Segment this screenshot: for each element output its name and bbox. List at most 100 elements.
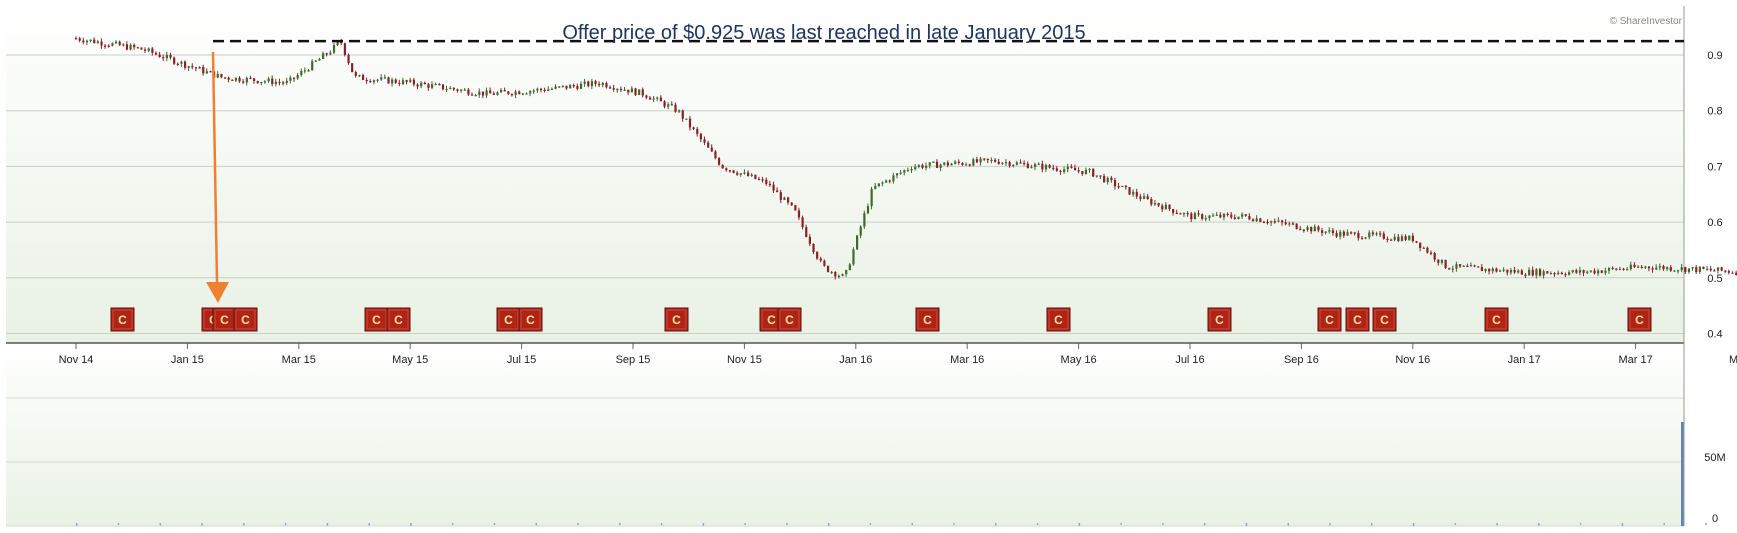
event-marker-c[interactable]: C bbox=[518, 307, 543, 332]
candle-body bbox=[1564, 274, 1567, 276]
event-marker-c[interactable]: C bbox=[364, 307, 389, 332]
candle-body bbox=[82, 40, 85, 43]
candle-body bbox=[136, 47, 139, 49]
candle-body bbox=[1662, 266, 1665, 270]
x-tick-label: Sep 15 bbox=[616, 354, 651, 366]
candle-body bbox=[289, 77, 292, 81]
candle-body bbox=[1393, 236, 1396, 240]
candle-body bbox=[438, 84, 441, 86]
event-marker-c[interactable]: C bbox=[777, 307, 802, 332]
candle-body bbox=[1335, 233, 1338, 237]
candle-body bbox=[122, 44, 125, 46]
candle-body bbox=[1132, 191, 1135, 195]
candle-body bbox=[1695, 267, 1698, 272]
candle-body bbox=[1212, 215, 1215, 217]
candle-body bbox=[1673, 270, 1676, 272]
candle-body bbox=[1459, 264, 1462, 267]
candle-body bbox=[823, 260, 826, 266]
candle-body bbox=[296, 75, 299, 79]
candle-body bbox=[954, 161, 957, 164]
event-marker-label: C bbox=[372, 313, 381, 327]
candle-body bbox=[1629, 264, 1632, 270]
candle-body bbox=[685, 118, 688, 120]
candle-body bbox=[605, 83, 608, 88]
event-marker-c[interactable]: C bbox=[664, 307, 689, 332]
event-marker-c[interactable]: C bbox=[1372, 307, 1397, 332]
candle-body bbox=[1647, 266, 1651, 269]
event-marker-c[interactable]: C bbox=[1046, 307, 1071, 332]
event-marker-c[interactable]: C bbox=[1207, 307, 1232, 332]
volume-bar bbox=[284, 523, 287, 526]
event-marker-c[interactable]: C bbox=[1484, 307, 1509, 332]
event-marker-c[interactable]: C bbox=[386, 307, 411, 332]
candle-body bbox=[1698, 266, 1701, 272]
event-marker-c[interactable]: C bbox=[1345, 307, 1370, 332]
volume-bar bbox=[1203, 523, 1206, 526]
candle-body bbox=[743, 172, 746, 174]
candle-body bbox=[721, 164, 724, 169]
volume-bar bbox=[1579, 523, 1582, 525]
candle-body bbox=[1637, 266, 1640, 268]
volume-axis-labels: 50M 0 bbox=[1704, 452, 1725, 525]
volume-bar bbox=[493, 523, 496, 525]
candle-body bbox=[1052, 167, 1055, 169]
candle-body bbox=[343, 43, 347, 55]
candle-body bbox=[1273, 221, 1276, 223]
candle-body bbox=[354, 72, 357, 76]
candle-body bbox=[420, 82, 423, 87]
candle-body bbox=[351, 63, 354, 73]
candle-body bbox=[1041, 163, 1044, 170]
candle-body bbox=[1186, 213, 1189, 215]
candle-body bbox=[496, 92, 499, 95]
candle-body bbox=[914, 166, 917, 170]
candle-body bbox=[1284, 222, 1287, 225]
candle-body bbox=[848, 264, 851, 270]
candle-body bbox=[579, 83, 583, 89]
event-marker-c[interactable]: C bbox=[212, 307, 237, 332]
candle-body bbox=[1553, 273, 1556, 275]
candle-body bbox=[514, 91, 517, 95]
event-marker-c[interactable]: C bbox=[1627, 307, 1652, 332]
candle-body bbox=[474, 94, 477, 97]
candle-body bbox=[198, 67, 201, 69]
event-marker-label: C bbox=[1353, 313, 1362, 327]
candle-body bbox=[648, 97, 652, 100]
candle-body bbox=[1433, 253, 1436, 260]
candle-body bbox=[928, 162, 931, 166]
candle-body bbox=[398, 82, 401, 85]
candle-body bbox=[111, 43, 114, 46]
volume-bar bbox=[76, 523, 78, 526]
candle-body bbox=[747, 172, 750, 177]
candle-body bbox=[1542, 271, 1545, 276]
candle-body bbox=[957, 161, 960, 163]
candle-body bbox=[1106, 177, 1109, 183]
event-marker-label: C bbox=[394, 313, 403, 327]
candle-body bbox=[1193, 213, 1197, 220]
candle-body bbox=[489, 90, 492, 94]
event-marker-label: C bbox=[118, 313, 127, 327]
candle-body bbox=[1437, 259, 1440, 263]
candle-body bbox=[1055, 168, 1059, 171]
price-tick-label: 0.8 bbox=[1707, 106, 1722, 118]
candle-body bbox=[1390, 239, 1393, 241]
candle-body bbox=[1251, 219, 1255, 222]
candle-body bbox=[532, 90, 535, 92]
candle-body bbox=[1037, 163, 1040, 165]
volume-bar bbox=[201, 523, 203, 526]
candle-body bbox=[837, 275, 841, 278]
event-marker-c[interactable]: C bbox=[915, 307, 940, 332]
event-marker-c[interactable]: C bbox=[110, 307, 135, 332]
event-marker-label: C bbox=[785, 313, 794, 327]
candle-body bbox=[1291, 223, 1295, 225]
event-marker-label: C bbox=[1215, 313, 1224, 327]
candle-body bbox=[104, 45, 107, 47]
candle-body bbox=[1233, 217, 1237, 219]
candle-body bbox=[1411, 235, 1414, 242]
candle-body bbox=[972, 159, 975, 166]
candle-body bbox=[616, 88, 619, 91]
event-marker-c[interactable]: C bbox=[233, 307, 258, 332]
event-marker-c[interactable]: C bbox=[496, 307, 521, 332]
event-marker-c[interactable]: C bbox=[1317, 307, 1342, 332]
candle-body bbox=[1488, 268, 1491, 272]
volume-bar bbox=[1663, 523, 1665, 525]
